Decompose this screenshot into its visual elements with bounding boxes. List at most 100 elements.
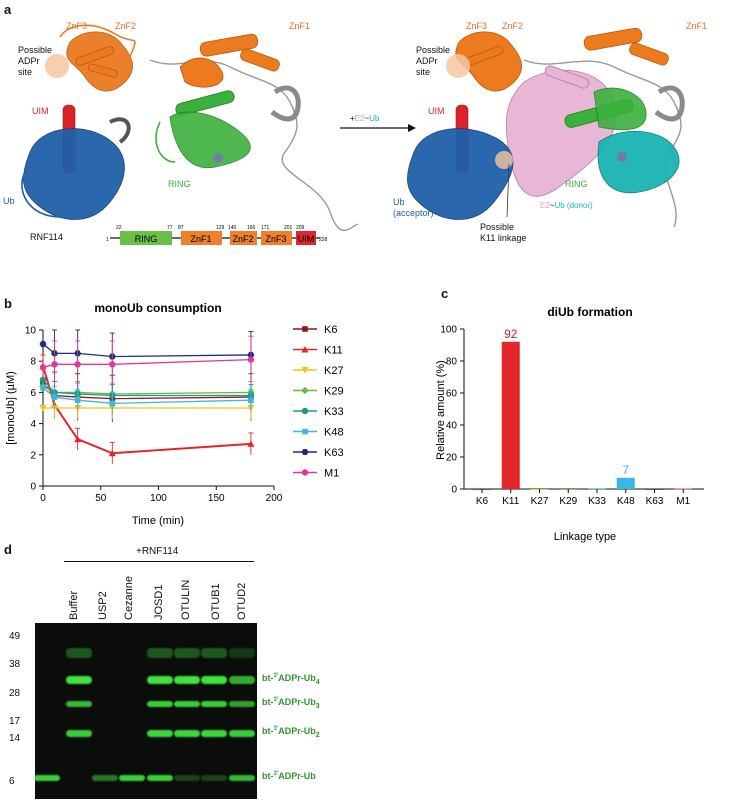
domain-end: 228 [319, 237, 328, 243]
series-k6 [40, 371, 254, 423]
point-k48 [74, 397, 81, 403]
gel-band [147, 701, 173, 707]
domain-ring-label: RING [135, 234, 158, 244]
data-label-k11: 92 [504, 327, 518, 341]
monoub-consumption-chart: monoUb consumption [monoUb] (µM) Time (m… [5, 301, 344, 527]
chart-c-y-tick-label: 80 [446, 357, 458, 368]
domain-uim [296, 231, 316, 245]
lane-label-otub1: OTUB1 [210, 583, 222, 620]
gel-band [229, 729, 255, 737]
domain-znf2 [230, 231, 257, 245]
chart-c-x-tick-label: K63 [646, 496, 664, 507]
ub-acceptor-label: Ub (acceptor) [393, 197, 434, 219]
ub-label-left: Ub [3, 196, 15, 206]
lane-label-otud2: OTUD2 [236, 582, 248, 620]
domain-map-protein: RNF114 [30, 232, 63, 242]
pos-209: 209 [296, 225, 305, 231]
chart-b-ylabel: [monoUb] (µM) [5, 371, 17, 445]
domain-znf2-label: ZnF2 [232, 234, 253, 244]
mw-marker-6: 6 [9, 776, 15, 787]
adpr-label-line3: site [18, 67, 33, 77]
chart-c-x-tick-label: K11 [502, 496, 519, 507]
ring-label-right: RING [565, 179, 588, 189]
arrow-ub: Ub [369, 114, 380, 123]
panel-d-letter: d [4, 542, 12, 557]
gel-band [66, 648, 92, 658]
adpr-site-label-right: Possible ADPr site [416, 45, 450, 78]
legend-label: K11 [324, 345, 343, 357]
legend-item-k29: K29 [293, 386, 344, 398]
bar-k48 [616, 477, 635, 489]
bar-k33 [588, 488, 606, 490]
pos-171: 171 [261, 225, 270, 231]
chart-c-x-tick-label: K6 [476, 496, 489, 507]
chart-c-x-tick-label: K33 [588, 496, 606, 507]
line-k11 [42, 365, 251, 455]
chart-c-y-tick-label: 0 [451, 485, 457, 496]
chart-b-y-tick-label: 2 [30, 450, 36, 461]
gel-band [201, 701, 227, 707]
line-k6 [42, 382, 251, 400]
arrow-reagent-label: +E2~Ub [350, 114, 379, 123]
data-label-k48: 7 [622, 463, 629, 477]
lane-label-buffer: Buffer [68, 590, 80, 620]
chart-c-y-tick-label: 20 [446, 453, 458, 464]
gel-band [147, 648, 173, 658]
gel-band [147, 676, 173, 684]
gel-band [66, 701, 92, 707]
chart-c-x-tick-label: K29 [559, 496, 577, 507]
chart-b-title: monoUb consumption [94, 301, 221, 315]
series-k63 [39, 329, 255, 380]
legend-marker [301, 469, 309, 476]
ub-acceptor-line2: (acceptor) [393, 208, 434, 218]
arrow-e2: E2 [354, 114, 365, 123]
point-k63 [39, 341, 47, 348]
mw-marker-38: 38 [9, 659, 21, 670]
panel-b-letter: b [4, 296, 12, 311]
lane-label-cezanne: Cezanne [123, 575, 135, 620]
legend-label: K29 [324, 386, 344, 398]
adpr-label-line2: ADPr [18, 56, 40, 66]
znf1-label-right: ZnF1 [686, 21, 708, 31]
pos-87: 87 [178, 225, 184, 231]
chart-b-y-tick-label: 8 [30, 357, 36, 368]
znf2-label-left: ZnF2 [115, 21, 137, 31]
chart-b-y-tick-label: 4 [30, 419, 36, 430]
panel-c-letter: c [441, 286, 449, 301]
band-label-4: bt-3'ADPr-Ub4 [262, 673, 320, 686]
chart-c-x-tick-label: M1 [676, 496, 690, 507]
chart-c-title: diUb formation [547, 305, 632, 319]
gel-band [229, 676, 255, 684]
chart-c-ylabel: Relative amount (%) [435, 360, 447, 460]
point-k11 [108, 449, 116, 457]
mw-marker-17: 17 [9, 716, 21, 727]
k11-line1: Possible [480, 222, 515, 232]
chart-b-xlabel: Time (min) [132, 515, 184, 527]
arrow-plus: + [350, 114, 355, 123]
point-m1 [39, 364, 47, 371]
rnf114-header: +RNF114 [136, 546, 179, 557]
znf3-label-right: ZnF3 [466, 21, 488, 31]
uim-label-left: UIM [32, 106, 49, 116]
line-k63 [42, 343, 251, 358]
e2-donor-ub: Ub (donor) [554, 201, 593, 210]
znf1-label-left: ZnF1 [289, 21, 311, 31]
mw-marker-14: 14 [9, 733, 21, 744]
panel-a-letter: a [4, 2, 12, 17]
gel-band [229, 775, 255, 781]
point-k48 [248, 397, 254, 403]
band-label-2: bt-3'ADPr-Ub2 [262, 726, 320, 739]
lane-label-usp2: USP2 [97, 591, 109, 620]
domain-znf3 [261, 231, 292, 245]
bar-m1 [674, 488, 693, 490]
gel-band [119, 775, 145, 781]
domain-ring [120, 231, 172, 245]
znf2-label-right: ZnF2 [502, 21, 524, 31]
ub-acceptor-line1: Ub [393, 197, 405, 207]
gel-band [229, 701, 255, 707]
gel-band [229, 648, 255, 658]
gel-band [174, 701, 200, 707]
bar-k11 [501, 341, 520, 489]
gel-band [147, 775, 173, 781]
panel-a-structure-right [407, 27, 685, 228]
